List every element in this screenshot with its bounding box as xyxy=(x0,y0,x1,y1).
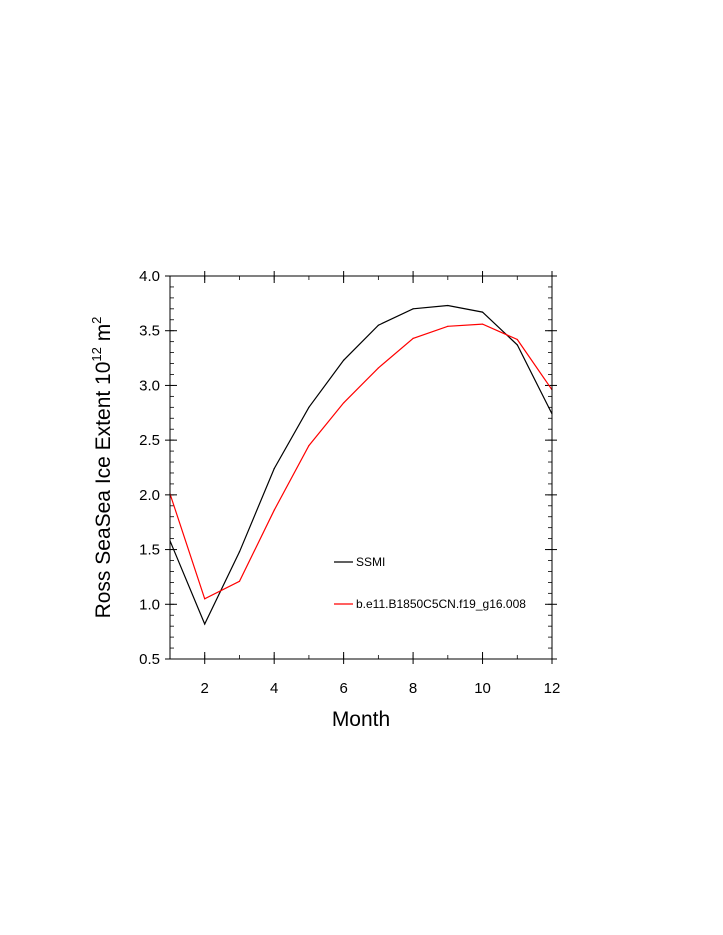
y-tick-label: 2.5 xyxy=(139,432,160,449)
x-tick-label: 6 xyxy=(339,680,347,697)
series-2-point xyxy=(447,325,449,327)
x-axis-title: Month xyxy=(332,708,390,731)
y-tick-label: 1.5 xyxy=(139,542,160,559)
series-1-point xyxy=(412,308,414,310)
x-tick-label: 10 xyxy=(474,680,491,697)
y-axis-title: Ross SeaSea Ice Extent 1012 m2 xyxy=(89,317,115,619)
series-2-point xyxy=(238,580,241,582)
series-2-point xyxy=(412,337,414,339)
series-1-point xyxy=(447,304,449,307)
series-2-point xyxy=(516,338,518,341)
y-tick-label: 0.5 xyxy=(139,651,160,668)
series-1-point xyxy=(481,311,484,313)
legend-label-2: b.e11.B1850C5CN.f19_g16.008 xyxy=(356,597,526,611)
series-1-point xyxy=(273,467,275,470)
y-tick-label: 1.0 xyxy=(139,596,160,613)
series-2-point xyxy=(204,598,206,600)
y-axis-title-unit: m xyxy=(92,324,115,347)
series-1-point xyxy=(308,406,310,408)
series-layer xyxy=(169,304,553,626)
y-tick-label: 3.5 xyxy=(139,323,160,340)
plot-frame xyxy=(169,275,553,660)
series-line-1 xyxy=(169,304,553,626)
y-axis-title-main: Ross SeaSea Ice Extent 10 xyxy=(92,362,115,619)
x-tick-label: 4 xyxy=(270,680,278,697)
x-tick-label: 2 xyxy=(201,680,209,697)
series-2-point xyxy=(273,509,275,511)
y-tick-label: 4.0 xyxy=(139,268,160,285)
legend-label-1: SSMI xyxy=(356,555,385,569)
series-2-point xyxy=(377,367,379,369)
y-tick-label: 3.0 xyxy=(139,377,160,394)
series-2-point xyxy=(343,402,345,404)
labels-layer: 0.5 1.0 1.5 2.0 2.5 3.0 3.5 4.0 2 4 6 8 10 12 xyxy=(139,268,560,697)
ticks-layer xyxy=(165,271,557,664)
series-1-point xyxy=(377,324,379,326)
x-tick-label: 12 xyxy=(544,680,561,697)
series-line-2 xyxy=(169,323,553,600)
x-tick-label: 8 xyxy=(409,680,417,697)
legend: SSMI b.e11.B1850C5CN.f19_g16.008 xyxy=(334,555,526,611)
series-1-point xyxy=(238,551,241,553)
y-tick-label: 2.0 xyxy=(139,487,160,504)
series-1-point xyxy=(343,359,345,361)
y-axis-title-exponent: 12 xyxy=(89,347,104,361)
series-1-point xyxy=(516,344,518,346)
series-2-point xyxy=(481,323,484,325)
series-2-point xyxy=(308,445,310,447)
y-axis-title-unit-exponent: 2 xyxy=(89,317,104,324)
series-1-point xyxy=(204,623,206,625)
